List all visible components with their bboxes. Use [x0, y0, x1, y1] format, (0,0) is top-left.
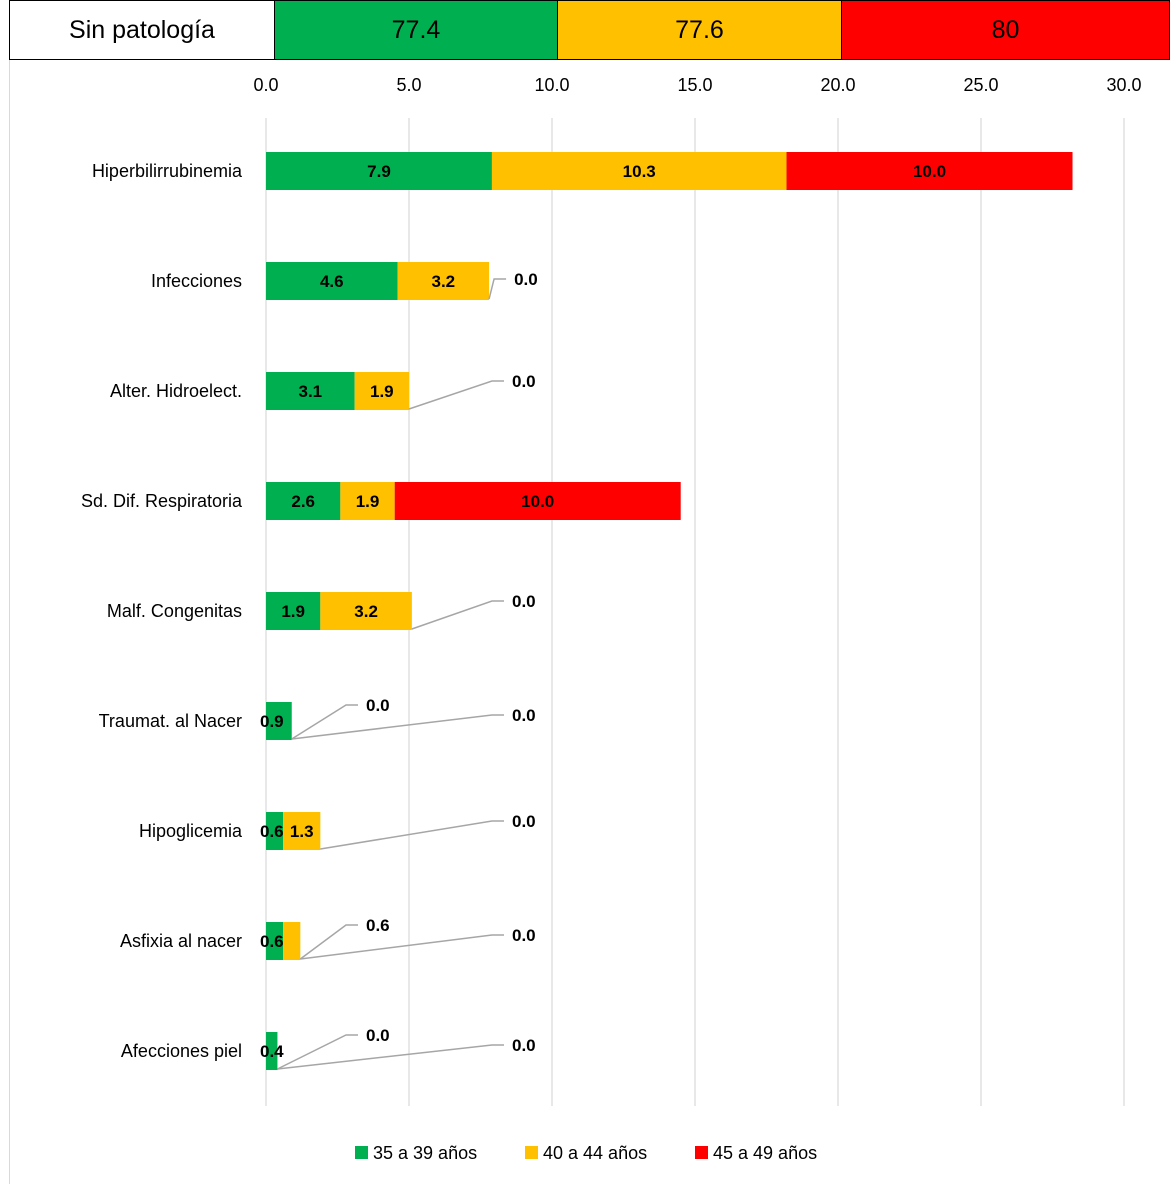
data-label: 0.0 — [512, 372, 536, 391]
category-label: Traumat. al Nacer — [99, 711, 242, 731]
data-label: 0.0 — [366, 1026, 390, 1045]
data-label: 0.4 — [260, 1042, 284, 1061]
data-label: 0.0 — [514, 270, 538, 289]
bar-segment — [266, 152, 492, 190]
data-label: 0.0 — [512, 706, 536, 725]
x-tick-label: 25.0 — [963, 75, 998, 95]
data-label: 2.6 — [291, 492, 315, 511]
data-label: 1.9 — [370, 382, 394, 401]
chart-frame — [9, 60, 1170, 1184]
legend-label: 40 a 44 años — [543, 1143, 647, 1163]
legend-label: 35 a 39 años — [373, 1143, 477, 1163]
data-label: 1.3 — [290, 822, 314, 841]
data-label: 10.0 — [913, 162, 946, 181]
callout-leader — [300, 934, 504, 960]
summary-value-45-49: 80 — [841, 1, 1169, 59]
bar-segment — [266, 1032, 278, 1070]
bar-segment — [266, 812, 284, 850]
callout-leader — [411, 600, 504, 630]
category-label: Afecciones piel — [121, 1041, 242, 1061]
bar-segment — [266, 482, 341, 520]
x-tick-label: 20.0 — [820, 75, 855, 95]
bar-segment — [266, 702, 292, 740]
x-tick-label: 0.0 — [253, 75, 278, 95]
data-label: 1.9 — [356, 492, 380, 511]
bar-segment — [320, 592, 412, 630]
summary-value-40-44: 77.6 — [557, 1, 841, 59]
bar-segment — [786, 152, 1073, 190]
data-label: 0.0 — [512, 592, 536, 611]
category-label: Hipoglicemia — [139, 821, 243, 841]
data-label: 0.0 — [512, 1036, 536, 1055]
x-tick-label: 15.0 — [677, 75, 712, 95]
category-label: Infecciones — [151, 271, 242, 291]
data-label: 10.3 — [623, 162, 656, 181]
data-label: 0.0 — [366, 696, 390, 715]
callout-leader — [408, 380, 504, 410]
legend-swatch — [355, 1146, 368, 1159]
legend-swatch — [525, 1146, 538, 1159]
callout-leader — [291, 704, 358, 740]
summary-value-35-39: 77.4 — [274, 1, 557, 59]
bar-segment — [283, 812, 321, 850]
bar-segment — [491, 152, 787, 190]
data-label: 0.6 — [260, 822, 284, 841]
bar-segment — [283, 922, 301, 960]
callout-leader — [320, 820, 504, 850]
data-label: 4.6 — [320, 272, 344, 291]
bar-segment — [354, 372, 409, 410]
callout-leader — [488, 278, 507, 300]
category-label: Alter. Hidroelect. — [110, 381, 242, 401]
x-tick-label: 10.0 — [534, 75, 569, 95]
callout-leader — [291, 714, 504, 740]
summary-row: Sin patología 77.4 77.6 80 — [9, 0, 1170, 60]
x-tick-label: 30.0 — [1106, 75, 1141, 95]
legend-swatch — [695, 1146, 708, 1159]
data-label: 1.9 — [281, 602, 305, 621]
data-label: 0.9 — [260, 712, 284, 731]
data-label: 3.2 — [354, 602, 378, 621]
bar-segment — [266, 372, 355, 410]
data-label: 7.9 — [367, 162, 391, 181]
data-label: 0.6 — [260, 932, 284, 951]
summary-label: Sin patología — [69, 15, 215, 44]
callout-leader — [277, 1034, 358, 1070]
category-label: Hiperbilirrubinemia — [92, 161, 243, 181]
data-label: 10.0 — [521, 492, 554, 511]
callout-leader — [277, 1044, 504, 1070]
bar-segment — [397, 262, 490, 300]
x-tick-label: 5.0 — [396, 75, 421, 95]
bar-segment — [266, 922, 284, 960]
bar-segment — [340, 482, 395, 520]
data-label: 0.0 — [512, 812, 536, 831]
legend-label: 45 a 49 años — [713, 1143, 817, 1163]
bar-segment — [394, 482, 681, 520]
category-label: Asfixia al nacer — [120, 931, 242, 951]
data-label: 0.0 — [512, 926, 536, 945]
data-label: 0.6 — [366, 916, 390, 935]
bar-segment — [266, 262, 398, 300]
category-label: Sd. Dif. Respiratoria — [81, 491, 243, 511]
bar-segment — [266, 592, 321, 630]
data-label: 3.2 — [431, 272, 455, 291]
data-label: 3.1 — [299, 382, 323, 401]
category-label: Malf. Congenitas — [107, 601, 242, 621]
callout-leader — [299, 924, 358, 960]
